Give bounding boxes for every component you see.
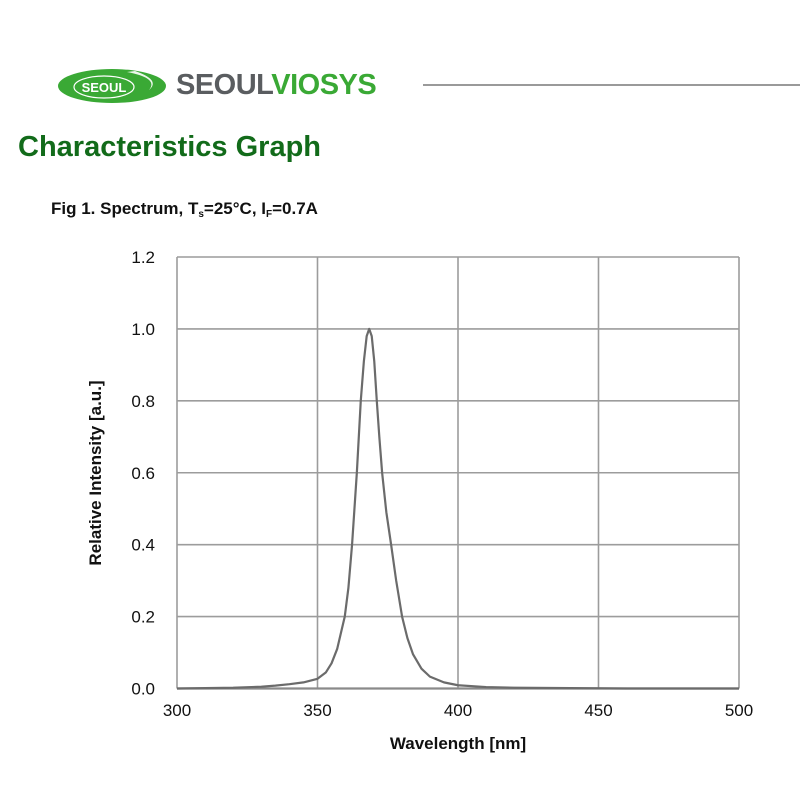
x-tick-label: 500 <box>725 701 753 720</box>
figure-caption: Fig 1. Spectrum, Ts=25°C, IF=0.7A <box>51 199 318 220</box>
caption-if-sub: F <box>266 209 273 220</box>
brand-wordmark: SEOULVIOSYS <box>176 69 377 102</box>
brand-prefix: SEOUL <box>176 69 272 101</box>
header-divider <box>423 84 800 86</box>
y-tick-label: 0.4 <box>131 536 155 555</box>
y-axis-ticks: 0.0 0.2 0.4 0.6 0.8 1.0 1.2 <box>131 248 155 699</box>
y-tick-label: 0.0 <box>131 680 155 699</box>
x-tick-label: 400 <box>444 701 472 720</box>
x-tick-label: 350 <box>303 701 331 720</box>
section-title: Characteristics Graph <box>18 131 322 163</box>
y-tick-label: 0.2 <box>131 608 155 627</box>
logo-oval-text: SEOUL <box>82 80 127 95</box>
chart-grid <box>176 256 740 690</box>
caption-mid: =25°C, I <box>203 199 267 218</box>
seoul-logo-oval: SEOUL <box>58 69 166 103</box>
y-tick-label: 0.8 <box>131 392 155 411</box>
x-axis-label: Wavelength [nm] <box>390 734 526 753</box>
caption-ts-sub: s <box>198 209 204 220</box>
brand-suffix: VIOSYS <box>271 69 377 101</box>
spectrum-line <box>176 327 739 690</box>
y-axis-label: Relative Intensity [a.u.] <box>86 380 105 565</box>
caption-suffix: =0.7A <box>272 199 318 218</box>
x-tick-label: 450 <box>584 701 612 720</box>
y-tick-label: 1.0 <box>131 320 155 339</box>
caption-prefix: Fig 1. Spectrum, T <box>51 199 199 218</box>
y-tick-label: 0.6 <box>131 464 155 483</box>
x-axis-ticks: 300 350 400 450 500 <box>163 701 753 720</box>
x-tick-label: 300 <box>163 701 191 720</box>
y-tick-label: 1.2 <box>131 248 155 267</box>
